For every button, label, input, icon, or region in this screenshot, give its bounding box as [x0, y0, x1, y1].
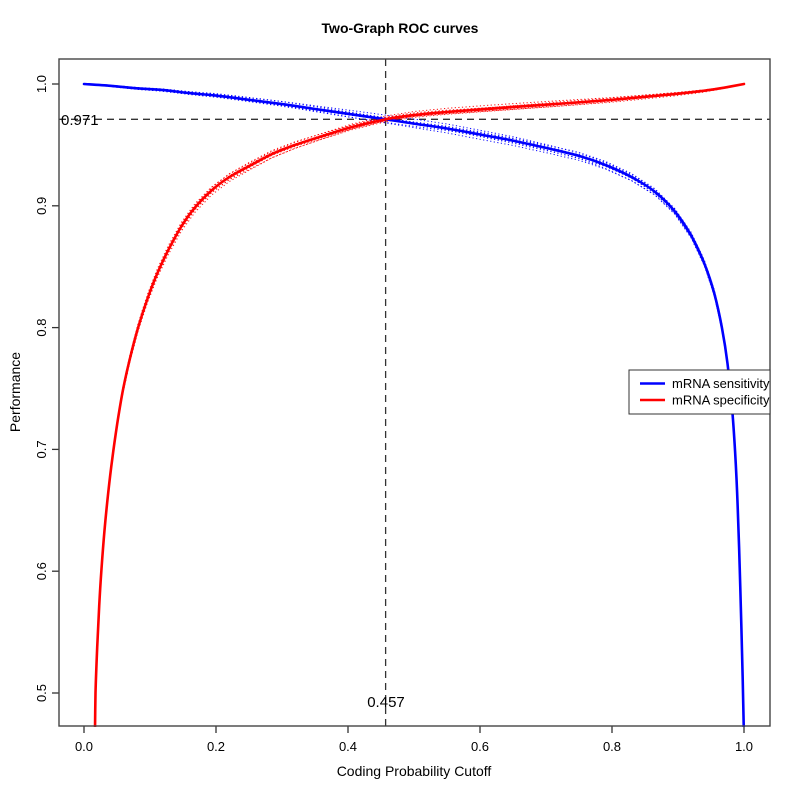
y-tick-label: 1.0	[34, 75, 49, 93]
sensitivity-ci-curve	[83, 83, 745, 727]
y-tick-label: 0.6	[34, 562, 49, 580]
x-axis-title: Coding Probability Cutoff	[337, 763, 492, 779]
chart-title: Two-Graph ROC curves	[322, 20, 479, 36]
x-tick-label: 0.8	[603, 739, 621, 754]
legend-label-specificity: mRNA specificity	[672, 393, 770, 408]
cutoff-y-value-label: 0.971	[61, 112, 99, 129]
x-tick-label: 0.4	[339, 739, 357, 754]
y-tick-label: 0.5	[34, 684, 49, 702]
legend-box	[628, 369, 771, 415]
y-tick-label: 0.9	[34, 197, 49, 215]
legend: mRNA sensitivity mRNA specificity	[628, 369, 771, 415]
legend-label-sensitivity: mRNA sensitivity	[672, 376, 770, 391]
plot-region	[59, 59, 770, 727]
x-tick-label: 0.0	[75, 739, 93, 754]
cutoff-x-value-label: 0.457	[367, 694, 405, 711]
sensitivity-ci-curve	[83, 83, 745, 727]
sensitivity-curve	[82, 82, 746, 727]
y-tick-label: 0.7	[34, 440, 49, 458]
specificity-curve	[93, 82, 746, 727]
y-tick-label: 0.8	[34, 319, 49, 337]
y-axis-title: Performance	[7, 352, 23, 432]
axes: 0.0 0.2 0.4 0.6 0.8 1.0 0.5 0.6 0.7 0.8 0.9 1.0	[34, 75, 753, 754]
x-tick-label: 0.6	[471, 739, 489, 754]
sensitivity-ci-curve	[83, 83, 745, 727]
sensitivity-ci-curve	[83, 83, 745, 727]
x-tick-label: 1.0	[735, 739, 753, 754]
curves	[82, 82, 746, 727]
x-tick-label: 0.2	[207, 739, 225, 754]
specificity-ci-curve	[94, 83, 745, 727]
